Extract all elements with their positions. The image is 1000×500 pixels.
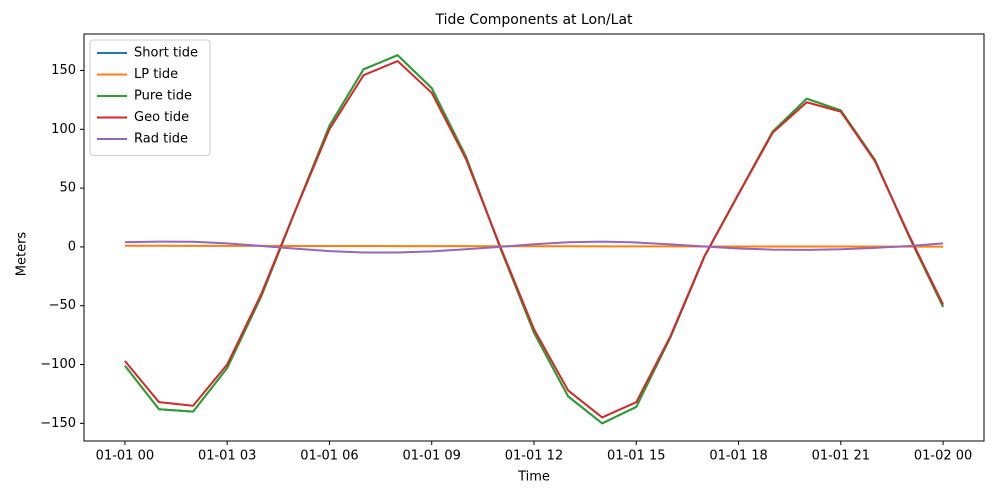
x-axis-label: Time: [517, 470, 550, 485]
x-tick-label: 01-02 00: [914, 449, 972, 464]
plot-frame: [83, 33, 985, 442]
y-tick-label: −50: [49, 298, 76, 313]
x-tick-label: 01-01 12: [505, 449, 563, 464]
legend-box: [89, 39, 211, 156]
chart-title: Tide Components at Lon/Lat: [434, 12, 633, 28]
y-tick-label: 150: [51, 63, 76, 78]
x-tick-label: 01-01 09: [403, 449, 461, 464]
x-tick-label: 01-01 03: [198, 449, 256, 464]
series-line: [124, 240, 944, 254]
legend-label: Geo tide: [134, 110, 189, 125]
y-tick-label: 50: [59, 181, 76, 196]
series-line: [124, 54, 944, 425]
legend-label: LP tide: [134, 67, 178, 82]
y-axis-label: Meters: [15, 232, 30, 277]
x-tick-label: 01-01 15: [607, 449, 665, 464]
legend-label: Short tide: [134, 46, 198, 61]
y-tick-label: 100: [51, 122, 76, 137]
y-tick-label: −100: [40, 357, 76, 372]
x-tick-label: 01-01 18: [709, 449, 767, 464]
legend-label: Rad tide: [134, 132, 188, 147]
x-tick-label: 01-01 06: [300, 449, 358, 464]
y-tick-label: −150: [40, 416, 76, 431]
series-line: [124, 60, 944, 419]
legend-label: Pure tide: [134, 89, 192, 104]
x-tick-label: 01-01 00: [96, 449, 154, 464]
series-line: [124, 54, 944, 425]
y-tick-label: 0: [68, 239, 76, 254]
x-tick-label: 01-01 21: [812, 449, 870, 464]
